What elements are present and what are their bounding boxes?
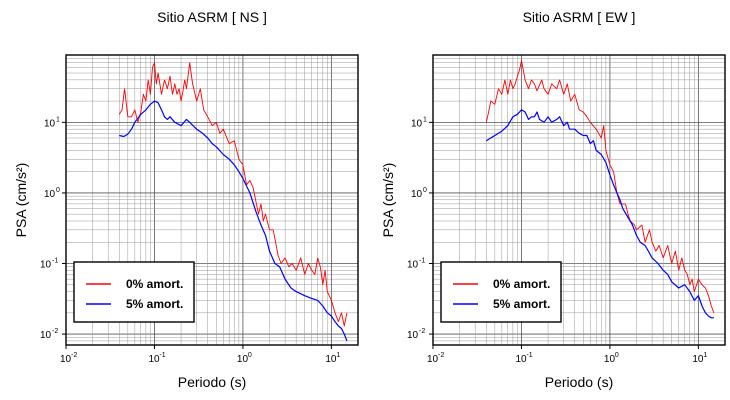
x-tick-exponent: 0: [248, 352, 252, 359]
y-tick-exponent: 1: [423, 116, 427, 123]
y-tick-exponent: -1: [52, 257, 58, 264]
x-tick-label: 10: [515, 354, 527, 365]
x-tick-exponent: -1: [526, 352, 532, 359]
legend-label-1: 5% amort.: [126, 297, 183, 311]
y-tick-label: 10: [44, 189, 56, 200]
x-axis-label: Periodo (s): [545, 374, 613, 390]
x-axis-label: Periodo (s): [178, 374, 246, 390]
x-tick-exponent: 0: [615, 352, 619, 359]
legend-box: [440, 261, 562, 323]
x-tick-exponent: -2: [71, 352, 77, 359]
plot-frame: [432, 54, 726, 346]
y-tick-exponent: 0: [423, 187, 427, 194]
x-tick-label: 10: [237, 354, 249, 365]
y-tick-label: 10: [44, 118, 56, 129]
x-tick-label: 10: [148, 354, 160, 365]
y-axis-label: PSA (cm/s²): [13, 163, 29, 238]
y-tick-exponent: 0: [56, 187, 60, 194]
y-tick-exponent: 1: [56, 116, 60, 123]
x-tick-label: 10: [325, 354, 337, 365]
y-tick-exponent: -1: [419, 257, 425, 264]
y-tick-label: 10: [411, 118, 423, 129]
series-line-1: [485, 109, 714, 319]
x-tick-label: 10: [427, 354, 439, 365]
x-tick-exponent: 1: [703, 352, 707, 359]
y-tick-label: 10: [407, 259, 419, 270]
legend-label-0: 0% amort.: [126, 277, 183, 291]
series-line-1: [119, 100, 348, 342]
y-tick-exponent: -2: [52, 328, 58, 335]
x-tick-label: 10: [604, 354, 616, 365]
y-tick-label: 10: [407, 330, 419, 341]
plot-frame: [65, 54, 359, 346]
series-line-0: [485, 60, 715, 313]
legend-label-1: 5% amort.: [493, 297, 550, 311]
y-tick-label: 10: [411, 189, 423, 200]
x-tick-exponent: -2: [438, 352, 444, 359]
y-tick-label: 10: [40, 330, 52, 341]
x-tick-label: 10: [60, 354, 72, 365]
x-tick-exponent: 1: [336, 352, 340, 359]
y-axis-label: PSA (cm/s²): [380, 163, 396, 238]
legend-label-0: 0% amort.: [493, 277, 550, 291]
y-tick-exponent: -2: [419, 328, 425, 335]
legend-box: [73, 261, 195, 323]
chart-title: Sitio ASRM [ EW ]: [523, 9, 636, 25]
x-tick-exponent: -1: [159, 352, 165, 359]
y-tick-label: 10: [40, 259, 52, 270]
chart-title: Sitio ASRM [ NS ]: [157, 9, 267, 25]
x-tick-label: 10: [692, 354, 704, 365]
series-line-0: [118, 62, 348, 327]
